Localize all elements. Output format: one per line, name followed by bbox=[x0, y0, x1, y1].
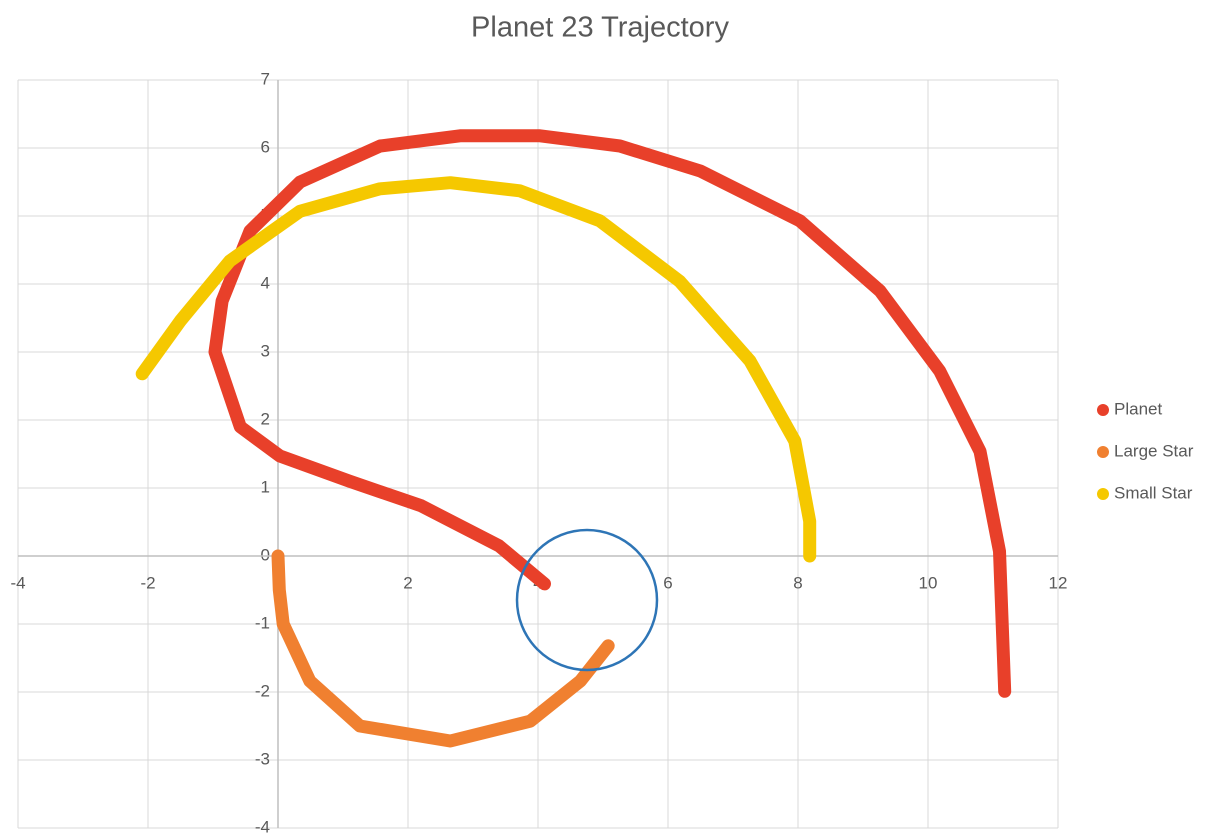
x-tick-label: -2 bbox=[140, 573, 155, 592]
legend: Planet Large Star Small Star bbox=[1097, 399, 1194, 502]
y-tick-label: 3 bbox=[261, 341, 270, 360]
legend-marker bbox=[1097, 446, 1109, 458]
y-tick-label: 4 bbox=[261, 273, 270, 292]
x-tick-label: -4 bbox=[10, 573, 25, 592]
x-tick-label: 8 bbox=[793, 573, 802, 592]
y-tick-label: 0 bbox=[261, 545, 270, 564]
y-tick-label: -4 bbox=[255, 817, 270, 833]
x-tick-label: 6 bbox=[663, 573, 672, 592]
y-tick-label: 2 bbox=[261, 409, 270, 428]
x-tick-label: 2 bbox=[403, 573, 412, 592]
y-tick-label: 6 bbox=[261, 137, 270, 156]
y-tick-label: -3 bbox=[255, 749, 270, 768]
legend-marker bbox=[1097, 404, 1109, 416]
legend-label: Planet bbox=[1114, 399, 1162, 418]
y-tick-label: 1 bbox=[261, 477, 270, 496]
highlight-circle bbox=[515, 528, 659, 672]
y-tick-label: 7 bbox=[261, 69, 270, 88]
x-tick-label: 10 bbox=[919, 573, 938, 592]
series-line bbox=[135, 176, 817, 563]
series-line bbox=[271, 549, 615, 748]
plot bbox=[135, 129, 1012, 748]
legend-label: Small Star bbox=[1114, 483, 1193, 502]
legend-label: Large Star bbox=[1114, 441, 1194, 460]
legend-marker bbox=[1097, 488, 1109, 500]
series-line bbox=[208, 129, 1012, 698]
y-tick-label: -1 bbox=[255, 613, 270, 632]
x-tick-label: 12 bbox=[1049, 573, 1068, 592]
y-tick-label: -2 bbox=[255, 681, 270, 700]
chart-title: Planet 23 Trajectory bbox=[471, 12, 729, 44]
